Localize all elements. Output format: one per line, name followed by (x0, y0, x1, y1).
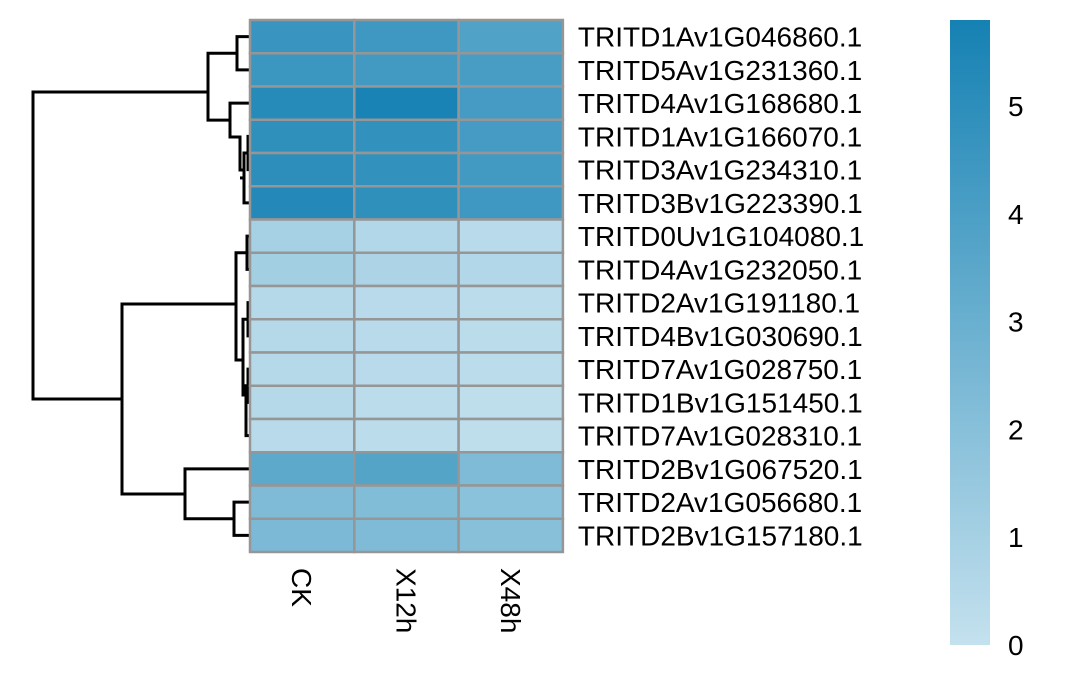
heatmap-cell (248, 85, 356, 121)
heatmap-cell (248, 351, 356, 387)
dendrogram-branch (120, 302, 236, 496)
dendrogram-branch (241, 317, 248, 397)
heatmap-cell (353, 351, 460, 387)
dendrogram-branch (245, 234, 249, 271)
dendrogram-branch (206, 51, 237, 122)
heatmap-cell (248, 185, 356, 221)
heatmap-cell (248, 484, 356, 520)
row-label: TRITD1Av1G046860.1 (578, 22, 862, 53)
dendrogram-branch (31, 90, 208, 401)
heatmap-cell (353, 85, 460, 121)
heatmap-cell (457, 185, 565, 221)
heatmap-cell (457, 284, 565, 321)
heatmap-cell (248, 151, 356, 188)
dendrogram-branch (244, 384, 249, 438)
row-label: TRITD3Bv1G223390.1 (578, 188, 863, 219)
dendrogram-branch (234, 251, 247, 362)
heatmap-cell (353, 18, 460, 55)
heatmap-cell (457, 517, 565, 554)
heatmap-cell (457, 218, 565, 254)
row-label: TRITD4Av1G232050.1 (578, 254, 862, 285)
row-label: TRITD1Bv1G151450.1 (578, 387, 863, 418)
heatmap-cell (457, 151, 565, 188)
row-label: TRITD7Av1G028750.1 (578, 354, 862, 385)
heatmap-cells (248, 18, 565, 554)
heatmap-cell (248, 517, 356, 554)
row-label: TRITD2Bv1G067520.1 (578, 454, 863, 485)
heatmap-cell (353, 284, 460, 321)
column-label: CK (286, 568, 317, 607)
heatmap-cell (248, 451, 356, 487)
legend-tick-label: 0 (1008, 630, 1024, 661)
heatmap-cell (353, 52, 460, 88)
heatmap-cell (457, 484, 565, 520)
row-label: TRITD4Av1G168680.1 (578, 88, 862, 119)
row-label: TRITD2Av1G056680.1 (578, 487, 862, 518)
dendrogram-branch (235, 35, 249, 72)
row-label: TRITD1Av1G166070.1 (578, 121, 862, 152)
heatmap-cell (353, 318, 460, 354)
heatmap-cell (248, 384, 356, 421)
heatmap-cell (248, 52, 356, 88)
heatmap-cell (353, 384, 460, 421)
heatmap-cell (457, 118, 565, 155)
legend-tick-label: 5 (1008, 91, 1024, 122)
dendrogram-branch (183, 467, 249, 521)
dendrogram-branch (232, 500, 249, 537)
heatmap-cell (248, 284, 356, 321)
column-label: X48h (495, 568, 526, 633)
heatmap-cell (353, 517, 460, 554)
legend-tick-label: 1 (1008, 522, 1024, 553)
dendrogram-branch (228, 101, 249, 172)
heatmap-cell (457, 318, 565, 354)
heatmap-cell (248, 118, 356, 155)
heatmap-cell (457, 85, 565, 121)
heatmap-cell (248, 18, 356, 55)
heatmap-cell (457, 451, 565, 487)
legend-tick-label: 3 (1008, 307, 1024, 338)
row-label: TRITD2Av1G191180.1 (578, 288, 860, 319)
heatmap-cell (353, 151, 460, 188)
heatmap-cell (457, 18, 565, 55)
heatmap-cell (353, 218, 460, 254)
row-dendrogram (31, 35, 250, 537)
heatmap-cell (353, 417, 460, 454)
row-label: TRITD0Uv1G104080.1 (578, 221, 864, 252)
row-label: TRITD7Av1G028310.1 (578, 421, 862, 452)
heatmap-cell (353, 451, 460, 487)
heatmap-cell (353, 251, 460, 288)
heatmap-cell (353, 185, 460, 221)
legend-tick-label: 2 (1008, 414, 1024, 445)
heatmap-cell (248, 417, 356, 454)
legend-color-bar (950, 20, 990, 645)
heatmap-cell (457, 384, 565, 421)
heatmap-cell (353, 118, 460, 155)
heatmap-cell (457, 417, 565, 454)
legend-tick-label: 4 (1008, 199, 1024, 230)
row-label: TRITD4Bv1G030690.1 (578, 321, 863, 352)
heatmap-cell (457, 251, 565, 288)
row-label: TRITD5Av1G231360.1 (578, 55, 862, 86)
row-labels: TRITD1Av1G046860.1TRITD5Av1G231360.1TRIT… (578, 22, 864, 552)
color-legend: 0 1 2 3 4 5 (950, 20, 1024, 661)
column-label: X12h (390, 568, 421, 633)
heatmap-cell (248, 318, 356, 354)
heatmap-cell (457, 52, 565, 88)
row-label: TRITD2Bv1G157180.1 (578, 520, 863, 551)
heatmap-cell (457, 351, 565, 387)
row-label: TRITD3Av1G234310.1 (578, 155, 862, 186)
column-labels: CK X12h X48h (286, 568, 526, 633)
heatmap-cell (248, 218, 356, 254)
heatmap-cell (353, 484, 460, 520)
heatmap-cell (248, 251, 356, 288)
